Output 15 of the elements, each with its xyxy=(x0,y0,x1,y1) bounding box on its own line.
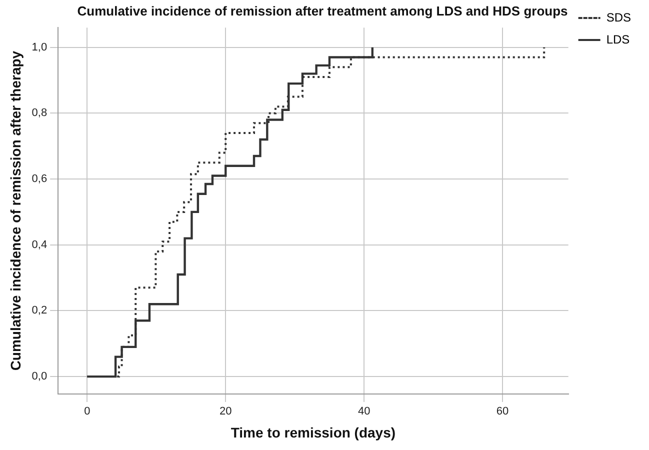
legend-label: SDS xyxy=(606,10,632,24)
x-tick-label: 0 xyxy=(84,406,90,418)
y-tick-label: 0,0 xyxy=(32,370,48,383)
x-tick-label: 40 xyxy=(358,406,370,418)
y-tick-label: 0,8 xyxy=(32,107,48,120)
y-axis-title: Cumulative incidence of remission after therapy xyxy=(7,50,24,371)
y-tick-label: 0,4 xyxy=(32,238,48,251)
chart-title: Cumulative incidence of remission after treatment among LDS and HDS groups xyxy=(77,3,568,18)
x-tick-label: 60 xyxy=(496,406,509,418)
y-tick-label: 0,6 xyxy=(32,173,48,186)
y-tick-label: 1,0 xyxy=(32,41,48,54)
legend-label: LDS xyxy=(606,32,630,46)
x-tick-label: 20 xyxy=(220,406,232,418)
y-tick-label: 0,2 xyxy=(32,304,48,317)
x-axis-title: Time to remission (days) xyxy=(230,424,396,440)
